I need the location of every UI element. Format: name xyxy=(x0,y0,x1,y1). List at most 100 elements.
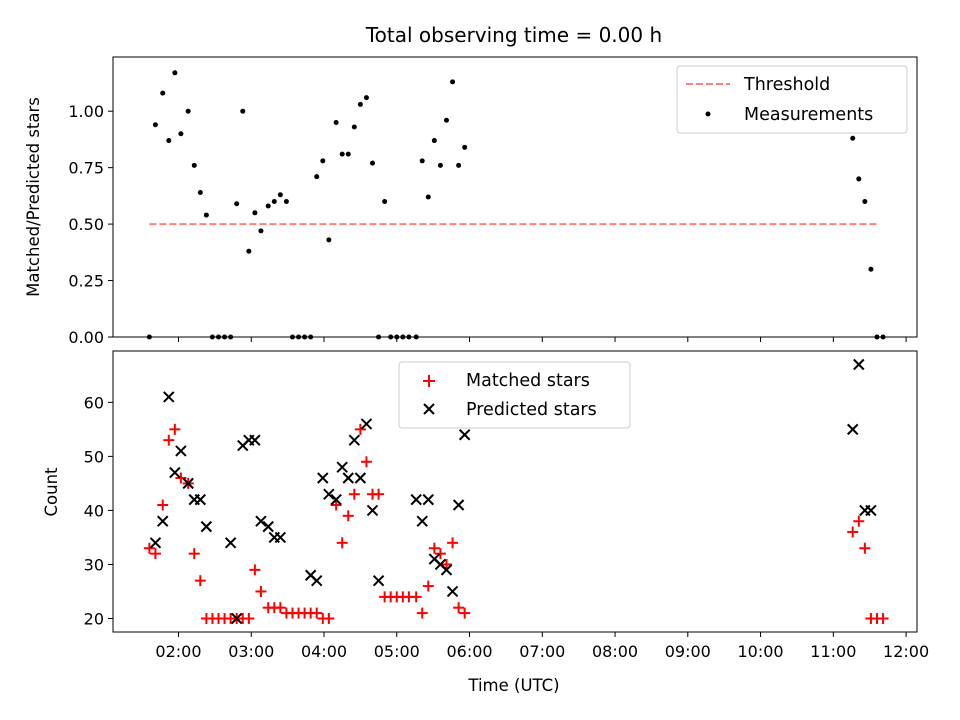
measurement-point-35 xyxy=(363,95,369,101)
matched-point-2 xyxy=(157,499,169,511)
predicted-point-0 xyxy=(149,537,162,549)
bottom-x-tick-label-1: 03:00 xyxy=(228,642,274,661)
bottom-y-tick-label-3: 50 xyxy=(84,447,104,466)
matched-point-44 xyxy=(416,607,428,619)
predicted-point-13 xyxy=(249,434,261,446)
bottom-x-tick-label-7: 09:00 xyxy=(665,642,711,661)
bottom-x-tick-label-10: 12:00 xyxy=(883,642,929,661)
measurement-point-28 xyxy=(320,158,326,164)
measurement-point-22 xyxy=(283,199,289,205)
top-legend: Threshold Measurements xyxy=(676,65,908,134)
predicted-point-19 xyxy=(311,574,323,587)
matched-point-49 xyxy=(447,537,459,549)
predicted-point-8 xyxy=(200,520,213,533)
matched-point-31 xyxy=(336,537,348,549)
top-y-tick-label-2: 0.50 xyxy=(68,215,104,234)
measurement-point-5 xyxy=(178,131,184,137)
bottom-x-tick-label-5: 07:00 xyxy=(519,642,565,661)
matched-point-17 xyxy=(249,564,261,576)
top-y-axis-label: Matched/Predicted stars xyxy=(24,97,43,297)
top-axes: 0.00 0.25 0.50 0.75 1.00 xyxy=(68,102,907,347)
bottom-y-tick-label-2: 40 xyxy=(84,501,104,520)
predicted-point-31 xyxy=(416,515,428,527)
matched-point-50 xyxy=(453,602,465,614)
bottom-y-tick-label-0: 20 xyxy=(84,609,104,628)
matched-point-5 xyxy=(175,472,187,484)
matched-point-4 xyxy=(169,423,181,435)
predicted-point-23 xyxy=(336,461,348,473)
bottom-x-tick-label-3: 05:00 xyxy=(374,642,420,661)
predicted-point-17 xyxy=(274,531,287,544)
measurement-point-9 xyxy=(203,212,209,218)
measurement-point-1 xyxy=(152,122,158,128)
measurement-point-18 xyxy=(258,228,264,234)
legend-measurements-swatch xyxy=(705,111,711,117)
matched-point-34 xyxy=(354,423,366,435)
matched-point-35 xyxy=(360,456,372,468)
predicted-point-9 xyxy=(224,537,237,549)
matched-point-46 xyxy=(428,542,440,554)
measurement-point-48 xyxy=(443,117,449,123)
matched-point-1 xyxy=(149,548,161,560)
predicted-point-24 xyxy=(342,472,354,484)
predicted-point-20 xyxy=(317,472,329,484)
predicted-point-36 xyxy=(446,585,459,598)
bottom-plot-frame xyxy=(112,350,918,633)
predicted-point-5 xyxy=(182,477,194,490)
bottom-y-tick-label-4: 60 xyxy=(84,393,104,412)
top-y-tick-label-4: 1.00 xyxy=(68,102,104,121)
measurement-point-19 xyxy=(265,203,271,209)
measurement-point-7 xyxy=(191,162,197,168)
measurement-point-8 xyxy=(197,189,203,195)
matched-point-7 xyxy=(188,548,200,560)
predicted-point-27 xyxy=(360,418,373,430)
bottom-legend: Matched stars Predicted stars xyxy=(398,361,631,429)
bottom-x-axis-label: Time (UTC) xyxy=(467,676,559,695)
bottom-points-layer xyxy=(143,358,889,625)
bottom-y-tick-label-1: 30 xyxy=(84,555,104,574)
measurement-point-20 xyxy=(271,199,277,205)
legend-predicted-swatch xyxy=(423,403,435,415)
top-y-tick-label-0: 0.00 xyxy=(68,328,104,347)
matched-point-57 xyxy=(877,612,889,624)
matched-point-16 xyxy=(243,612,255,624)
bottom-x-tick-label-0: 02:00 xyxy=(155,642,201,661)
measurement-point-4 xyxy=(172,70,178,76)
measurement-point-51 xyxy=(462,144,468,150)
top-plot-frame xyxy=(112,56,918,338)
matched-point-8 xyxy=(194,575,206,587)
predicted-point-28 xyxy=(366,504,379,517)
predicted-point-26 xyxy=(354,472,367,484)
predicted-point-1 xyxy=(157,515,169,527)
matched-point-52 xyxy=(847,526,859,538)
predicted-point-42 xyxy=(865,504,877,517)
bottom-x-tick-label-6: 08:00 xyxy=(592,642,638,661)
matched-point-37 xyxy=(373,488,385,500)
top-measurements-layer xyxy=(146,70,886,340)
matched-point-0 xyxy=(143,542,155,554)
legend-threshold-label: Threshold xyxy=(743,75,830,95)
legend-matched-swatch xyxy=(423,375,435,387)
measurement-point-45 xyxy=(425,194,431,200)
bottom-y-axis-label: Count xyxy=(42,467,61,517)
measurement-point-16 xyxy=(246,248,252,254)
predicted-point-10 xyxy=(230,612,243,625)
predicted-point-40 xyxy=(853,358,865,371)
predicted-point-32 xyxy=(422,493,435,506)
measurement-point-2 xyxy=(160,90,166,96)
matched-point-53 xyxy=(853,515,865,527)
measurement-point-29 xyxy=(326,237,332,243)
measurement-point-31 xyxy=(339,151,345,157)
matched-point-47 xyxy=(434,548,446,560)
bottom-x-tick-label-2: 04:00 xyxy=(301,642,347,661)
measurement-point-54 xyxy=(862,199,868,205)
matched-point-33 xyxy=(348,488,360,500)
top-legend-box xyxy=(676,65,908,134)
predicted-point-38 xyxy=(458,429,471,441)
top-y-tick-label-1: 0.25 xyxy=(68,272,104,291)
measurement-point-30 xyxy=(333,119,339,125)
matched-point-43 xyxy=(410,591,422,603)
measurement-point-38 xyxy=(382,199,388,205)
matched-point-30 xyxy=(330,499,342,511)
